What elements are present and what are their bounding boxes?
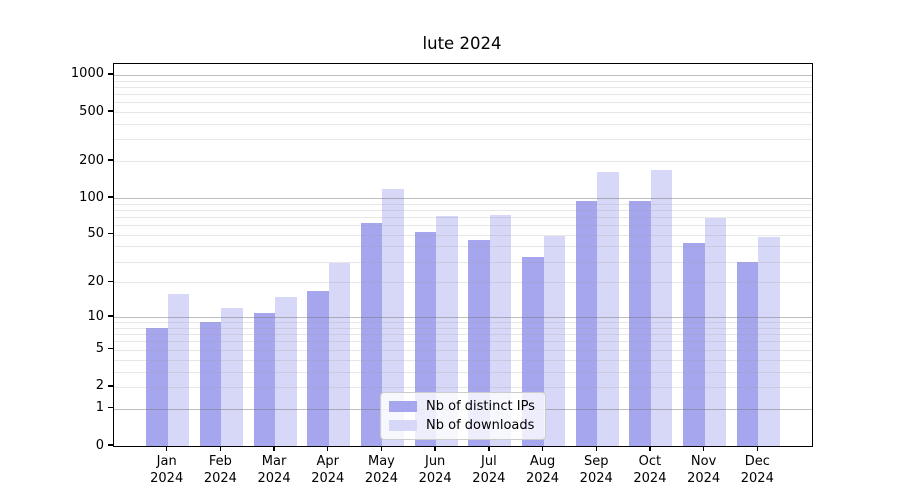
y-tick-label: 1000 <box>70 66 104 82</box>
bar-downloads <box>597 172 619 446</box>
chart-title: lute 2024 <box>422 34 502 53</box>
x-tick-label: Nov 2024 <box>687 454 721 486</box>
y-tick-label: 1 <box>95 400 104 416</box>
x-tick-label: Apr 2024 <box>311 454 345 486</box>
bar-distinct-ips <box>629 201 651 446</box>
bar-distinct-ips <box>360 223 383 446</box>
x-tick-mark <box>541 446 544 452</box>
bar-distinct-ips <box>199 322 222 446</box>
y-tick-mark <box>108 280 113 283</box>
legend-swatch-distinct-ips <box>389 401 417 412</box>
x-tick-mark <box>273 446 275 452</box>
legend-item-downloads: Nb of downloads <box>389 418 535 433</box>
bar-downloads <box>275 297 297 446</box>
y-tick-mark <box>108 110 113 112</box>
legend-label-distinct-ips: Nb of distinct IPs <box>426 399 535 414</box>
y-tick-mark <box>108 385 113 387</box>
bar-distinct-ips <box>683 242 705 446</box>
legend: Nb of distinct IPs Nb of downloads <box>380 392 546 440</box>
y-tick-mark <box>108 348 113 350</box>
y-tick-label: 50 <box>87 226 104 242</box>
x-tick-label: Jun 2024 <box>418 454 452 486</box>
x-tick-label: Sep 2024 <box>579 454 613 486</box>
legend-label-downloads: Nb of downloads <box>426 418 535 433</box>
bar-downloads <box>382 189 404 446</box>
bar-downloads <box>221 308 243 446</box>
x-tick-label: Jul 2024 <box>472 454 506 486</box>
y-tick-label: 200 <box>79 152 104 168</box>
x-tick-mark <box>219 446 222 452</box>
x-tick-mark <box>595 446 597 452</box>
y-tick-mark <box>108 444 113 446</box>
x-tick-label: Aug 2024 <box>525 454 560 486</box>
x-tick-label: Dec 2024 <box>740 454 774 486</box>
bar-distinct-ips <box>307 290 329 446</box>
y-tick-mark <box>108 315 113 317</box>
bar-downloads <box>704 217 727 446</box>
x-tick-mark <box>380 446 383 452</box>
x-tick-label: Jan 2024 <box>150 454 184 486</box>
x-tick-mark <box>327 446 329 452</box>
bar-downloads <box>436 215 458 446</box>
x-tick-mark <box>165 446 168 452</box>
bar-downloads <box>650 170 673 446</box>
y-tick-mark <box>108 233 113 235</box>
bar-downloads <box>543 235 566 446</box>
x-tick-label: Mar 2024 <box>257 454 291 486</box>
x-tick-label: May 2024 <box>364 454 398 486</box>
x-tick-mark <box>702 446 705 452</box>
y-tick-label: 100 <box>79 189 104 205</box>
bars-layer <box>114 64 812 446</box>
legend-item-distinct-ips: Nb of distinct IPs <box>389 399 535 414</box>
x-tick-label: Oct 2024 <box>633 454 667 486</box>
y-tick-mark <box>108 196 113 198</box>
y-tick-label: 5 <box>95 341 104 357</box>
x-tick-label: Feb 2024 <box>203 454 237 486</box>
x-tick-mark <box>488 446 490 452</box>
bar-downloads <box>489 214 512 446</box>
x-tick-mark <box>434 446 436 452</box>
legend-swatch-downloads <box>389 420 417 431</box>
x-tick-mark <box>756 446 758 452</box>
bar-distinct-ips <box>575 200 598 446</box>
y-tick-label: 500 <box>79 103 104 119</box>
y-tick-label: 10 <box>87 308 104 324</box>
y-tick-mark <box>108 407 113 409</box>
bar-distinct-ips <box>736 261 759 446</box>
y-tick-mark <box>108 159 113 161</box>
x-tick-mark <box>649 446 651 452</box>
bar-distinct-ips <box>253 312 276 446</box>
y-tick-mark <box>108 73 113 75</box>
y-tick-label: 2 <box>95 378 104 394</box>
bar-distinct-ips <box>146 327 168 446</box>
plot-area: Nb of distinct IPs Nb of downloads <box>113 63 813 447</box>
y-tick-label: 20 <box>87 273 104 289</box>
bar-downloads <box>758 236 780 446</box>
bar-downloads <box>328 263 351 446</box>
y-tick-label: 0 <box>95 437 104 453</box>
bar-downloads <box>167 293 190 446</box>
